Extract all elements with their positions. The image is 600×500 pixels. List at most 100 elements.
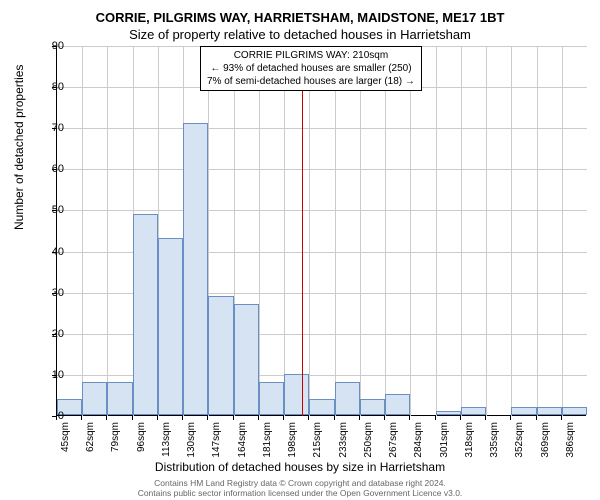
histogram-bar (511, 407, 536, 415)
ytick-label: 80 (34, 81, 64, 93)
ytick-mark (52, 375, 56, 376)
annotation-box: CORRIE PILGRIMS WAY: 210sqm ← 93% of det… (200, 46, 422, 91)
xtick-mark (132, 416, 133, 420)
xtick-mark (485, 416, 486, 420)
xtick-label: 352sqm (514, 422, 525, 458)
xtick-mark (536, 416, 537, 420)
ytick-mark (52, 87, 56, 88)
gridline-v (410, 46, 411, 416)
xtick-label: 369sqm (540, 422, 551, 458)
gridline-v (107, 46, 108, 416)
xtick-mark (435, 416, 436, 420)
xtick-mark (157, 416, 158, 420)
histogram-bar (360, 399, 385, 415)
annotation-line1: CORRIE PILGRIMS WAY: 210sqm (207, 49, 415, 62)
xtick-label: 250sqm (363, 422, 374, 458)
histogram-bar (234, 304, 259, 415)
gridline-h (57, 210, 587, 211)
footer-line1: Contains HM Land Registry data © Crown c… (0, 478, 600, 488)
gridline-v (309, 46, 310, 416)
xtick-mark (460, 416, 461, 420)
ytick-mark (52, 210, 56, 211)
xtick-mark (56, 416, 57, 420)
histogram-bar (183, 123, 208, 415)
ytick-label: 60 (34, 163, 64, 175)
xtick-mark (334, 416, 335, 420)
gridline-v (82, 46, 83, 416)
ytick-label: 30 (34, 287, 64, 299)
gridline-v (335, 46, 336, 416)
xtick-mark (308, 416, 309, 420)
xtick-mark (207, 416, 208, 420)
ytick-label: 50 (34, 204, 64, 216)
xtick-mark (283, 416, 284, 420)
xtick-mark (409, 416, 410, 420)
chart-title-line2: Size of property relative to detached ho… (0, 27, 600, 42)
histogram-bar (436, 411, 461, 415)
xtick-label: 335sqm (489, 422, 500, 458)
ytick-mark (52, 46, 56, 47)
ytick-mark (52, 128, 56, 129)
xtick-mark (106, 416, 107, 420)
footer-line2: Contains public sector information licen… (0, 488, 600, 498)
xtick-label: 45sqm (60, 422, 71, 452)
xtick-label: 164sqm (237, 422, 248, 458)
xtick-label: 130sqm (186, 422, 197, 458)
xtick-label: 267sqm (388, 422, 399, 458)
xtick-label: 215sqm (312, 422, 323, 458)
xtick-label: 318sqm (464, 422, 475, 458)
xtick-label: 181sqm (262, 422, 273, 458)
xtick-mark (258, 416, 259, 420)
histogram-bar (335, 382, 360, 415)
histogram-bar (107, 382, 132, 415)
gridline-h (57, 128, 587, 129)
xtick-label: 233sqm (338, 422, 349, 458)
ytick-label: 90 (34, 40, 64, 52)
chart-title-line1: CORRIE, PILGRIMS WAY, HARRIETSHAM, MAIDS… (0, 10, 600, 25)
ytick-mark (52, 252, 56, 253)
gridline-h (57, 169, 587, 170)
footer-text: Contains HM Land Registry data © Crown c… (0, 478, 600, 498)
plot-area (56, 46, 586, 416)
gridline-v (284, 46, 285, 416)
histogram-bar (284, 374, 309, 415)
histogram-bar (259, 382, 284, 415)
xtick-mark (81, 416, 82, 420)
gridline-v (511, 46, 512, 416)
xtick-label: 198sqm (287, 422, 298, 458)
gridline-v (486, 46, 487, 416)
annotation-line3: 7% of semi-detached houses are larger (1… (207, 75, 415, 88)
histogram-bar (309, 399, 334, 415)
ytick-label: 20 (34, 328, 64, 340)
xtick-label: 301sqm (439, 422, 450, 458)
histogram-bar (385, 394, 410, 415)
xtick-mark (182, 416, 183, 420)
reference-line (302, 46, 303, 416)
gridline-v (461, 46, 462, 416)
xtick-mark (510, 416, 511, 420)
ytick-mark (52, 293, 56, 294)
xtick-label: 62sqm (85, 422, 96, 452)
ytick-label: 40 (34, 246, 64, 258)
gridline-v (537, 46, 538, 416)
gridline-v (360, 46, 361, 416)
ytick-label: 70 (34, 122, 64, 134)
xtick-mark (233, 416, 234, 420)
histogram-bar (82, 382, 107, 415)
histogram-bar (208, 296, 233, 415)
ytick-mark (52, 169, 56, 170)
histogram-bar (461, 407, 486, 415)
gridline-v (436, 46, 437, 416)
xtick-label: 79sqm (110, 422, 121, 452)
histogram-bar (562, 407, 587, 415)
xtick-label: 284sqm (413, 422, 424, 458)
gridline-v (259, 46, 260, 416)
xtick-mark (359, 416, 360, 420)
xtick-label: 386sqm (565, 422, 576, 458)
xtick-label: 96sqm (136, 422, 147, 452)
xtick-mark (384, 416, 385, 420)
ytick-label: 10 (34, 369, 64, 381)
ytick-mark (52, 334, 56, 335)
histogram-bar (158, 238, 183, 415)
x-axis-label: Distribution of detached houses by size … (0, 460, 600, 474)
